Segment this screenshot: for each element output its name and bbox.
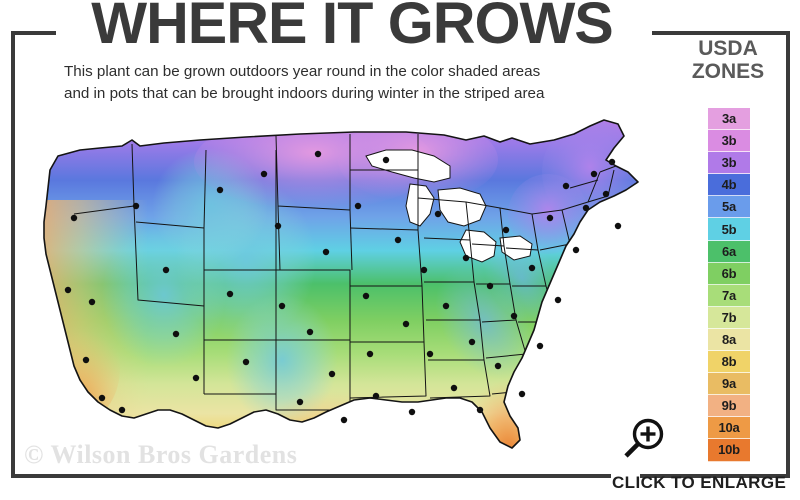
legend-swatch-label: 8b — [721, 354, 737, 370]
legend-swatch-label: 6a — [721, 243, 737, 259]
legend-swatch-7a-8: 7a — [708, 284, 750, 307]
subtitle-line-2: and in pots that can be brought indoors … — [64, 84, 545, 102]
legend-swatch-9a-12: 9a — [708, 373, 750, 396]
legend-swatch-10a-14: 10a — [708, 417, 750, 440]
legend-swatch-3b-1: 3b — [708, 130, 750, 153]
subtitle-line-1: This plant can be grown outdoors year ro… — [64, 63, 541, 80]
frame-right-edge — [786, 31, 790, 478]
frame-top-left-stub — [11, 31, 56, 35]
page-title: WHERE IT GROWS — [91, 0, 613, 56]
legend-swatch-4b-3: 4b — [708, 174, 750, 197]
legend-swatch-6a-6: 6a — [708, 240, 750, 263]
legend-swatch-label: 7a — [721, 287, 737, 303]
legend-swatch-6b-7: 6b — [708, 262, 750, 285]
legend-swatch-label: 10a — [718, 420, 740, 436]
legend-swatch-label: 5a — [721, 199, 737, 215]
usda-zone-legend: 3a 3b 3b 4b 5a 5b 6a 6b 7a 7b 8a 8b 9a 9b 10a 10b — [708, 108, 750, 462]
legend-swatch-3b-2: 3b — [708, 152, 750, 175]
legend-swatch-label: 8a — [721, 331, 737, 347]
frame-left-edge — [11, 31, 15, 478]
legend-swatch-3a-0: 3a — [708, 108, 750, 131]
frame-bottom-right-stub — [640, 474, 790, 478]
legend-title: USDA ZONES — [672, 37, 784, 83]
legend-swatch-9b-13: 9b — [708, 395, 750, 418]
legend-title-line-2: ZONES — [691, 59, 765, 83]
legend-swatch-label: 10b — [718, 442, 740, 458]
legend-swatch-label: 3b — [721, 155, 737, 171]
legend-swatch-label: 3a — [721, 111, 737, 127]
legend-swatch-5a-4: 5a — [708, 196, 750, 219]
legend-swatch-label: 6b — [721, 265, 737, 281]
legend-title-line-1: USDA — [698, 37, 758, 60]
legend-swatch-8a-10: 8a — [708, 328, 750, 352]
magnifier-svg — [624, 418, 664, 458]
legend-swatch-10b-15: 10b — [708, 439, 750, 462]
legend-swatch-label: 3b — [721, 133, 737, 149]
legend-swatch-label: 5b — [721, 221, 737, 237]
legend-swatch-label: 7b — [721, 309, 737, 325]
click-to-enlarge-label[interactable]: CLICK TO ENLARGE — [612, 473, 787, 492]
legend-swatch-5b-5: 5b — [708, 218, 750, 241]
us-national-outline — [43, 119, 639, 449]
page-subtitle: This plant can be grown outdoors year ro… — [64, 61, 624, 104]
watermark: © Wilson Bros Gardens — [24, 440, 298, 469]
legend-swatch-label: 9a — [721, 376, 737, 392]
legend-swatch-8b-11: 8b — [708, 351, 750, 374]
usda-hardiness-zone-map[interactable] — [14, 110, 664, 480]
map-svg — [43, 119, 639, 449]
legend-swatch-label: 9b — [721, 398, 737, 414]
legend-swatch-7b-9: 7b — [708, 306, 750, 329]
map-zone-shading — [44, 120, 638, 448]
magnifier-plus-icon[interactable] — [617, 417, 667, 463]
legend-swatch-label: 4b — [721, 177, 737, 193]
frame-bottom-edge — [11, 474, 611, 478]
frame-top-right-stub — [652, 31, 790, 35]
